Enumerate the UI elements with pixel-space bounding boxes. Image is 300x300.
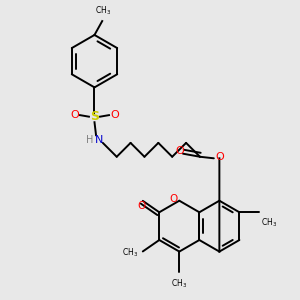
Text: O: O <box>169 194 178 204</box>
Text: O: O <box>137 201 146 212</box>
Text: O: O <box>110 110 119 120</box>
Text: CH$_3$: CH$_3$ <box>171 277 187 290</box>
Text: N: N <box>95 135 103 145</box>
Text: CH$_3$: CH$_3$ <box>261 217 277 230</box>
Text: CH$_3$: CH$_3$ <box>122 247 138 259</box>
Text: O: O <box>215 152 224 162</box>
Text: CH$_3$: CH$_3$ <box>95 4 111 17</box>
Text: O: O <box>70 110 79 120</box>
Text: O: O <box>175 146 184 156</box>
Text: H: H <box>85 135 93 145</box>
Text: S: S <box>90 110 99 123</box>
